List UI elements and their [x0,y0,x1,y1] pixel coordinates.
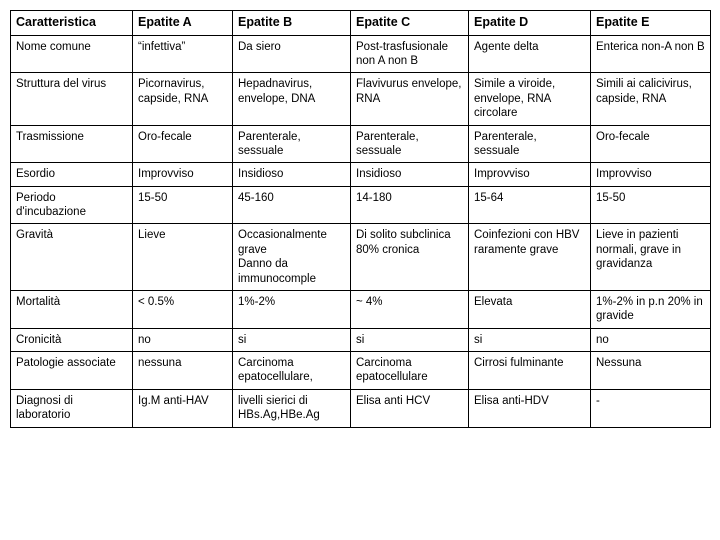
table-cell: - [591,389,711,427]
table-cell: 15-50 [591,186,711,224]
table-cell: Lieve [133,224,233,291]
table-cell: Simili ai calicivirus, capside, RNA [591,73,711,125]
table-cell: Carcinoma epatocellulare, [233,352,351,390]
row-label: Trasmissione [11,125,133,163]
row-label: Gravità [11,224,133,291]
col-header: Caratteristica [11,11,133,36]
table-cell: no [591,328,711,351]
table-cell: Elisa anti HCV [351,389,469,427]
table-cell: 45-160 [233,186,351,224]
table-cell: Improvviso [469,163,591,186]
table-cell: Di solito subclinica 80% cronica [351,224,469,291]
table-cell: Parenterale, sessuale [469,125,591,163]
table-cell: Picornavirus, capside, RNA [133,73,233,125]
table-cell: si [351,328,469,351]
row-label: Cronicità [11,328,133,351]
table-cell: 1%-2% in p.n 20% in gravide [591,290,711,328]
table-cell: Oro-fecale [591,125,711,163]
table-row: Struttura del virusPicornavirus, capside… [11,73,711,125]
row-label: Patologie associate [11,352,133,390]
row-label: Diagnosi di laboratorio [11,389,133,427]
table-cell: 15-50 [133,186,233,224]
col-header: Epatite B [233,11,351,36]
table-row: Diagnosi di laboratorioIg.M anti-HAV liv… [11,389,711,427]
table-row: Periodo d'incubazione15-5045-16014-18015… [11,186,711,224]
table-body: Nome comune“infettiva”Da sieroPost-trasf… [11,35,711,427]
table-cell: Post-trasfusionale non A non B [351,35,469,73]
table-cell: no [133,328,233,351]
row-label: Struttura del virus [11,73,133,125]
table-cell: Insidioso [233,163,351,186]
table-cell: Carcinoma epatocellulare [351,352,469,390]
table-cell: Occasionalmente graveDanno da immunocomp… [233,224,351,291]
table-row: Cronicitànosisisino [11,328,711,351]
table-cell: si [469,328,591,351]
table-row: Patologie associatenessunaCarcinoma epat… [11,352,711,390]
table-cell: si [233,328,351,351]
row-label: Periodo d'incubazione [11,186,133,224]
table-cell: Nessuna [591,352,711,390]
table-cell: < 0.5% [133,290,233,328]
table-cell: 15-64 [469,186,591,224]
table-header-row: Caratteristica Epatite A Epatite B Epati… [11,11,711,36]
table-row: Mortalità< 0.5%1%-2%~ 4%Elevata1%-2% in … [11,290,711,328]
table-cell: Oro-fecale [133,125,233,163]
table-cell: Parenterale, sessuale [351,125,469,163]
table-cell: ~ 4% [351,290,469,328]
table-cell: Improvviso [133,163,233,186]
table-cell: Coinfezioni con HBV raramente grave [469,224,591,291]
table-row: EsordioImprovvisoInsidiosoInsidiosoImpro… [11,163,711,186]
table-cell: Da siero [233,35,351,73]
table-row: GravitàLieveOccasionalmente graveDanno d… [11,224,711,291]
table-cell: 1%-2% [233,290,351,328]
table-cell: Lieve in pazienti normali, grave in grav… [591,224,711,291]
table-cell: Enterica non-A non B [591,35,711,73]
table-cell: Simile a viroide, envelope, RNA circolar… [469,73,591,125]
col-header: Epatite E [591,11,711,36]
col-header: Epatite C [351,11,469,36]
table-cell: Insidioso [351,163,469,186]
table-cell: Agente delta [469,35,591,73]
table-cell: Hepadnavirus, envelope, DNA [233,73,351,125]
table-cell: “infettiva” [133,35,233,73]
row-label: Esordio [11,163,133,186]
table-cell: Ig.M anti-HAV [133,389,233,427]
table-cell: 14-180 [351,186,469,224]
table-cell: Elevata [469,290,591,328]
table-cell: Flavivurus envelope, RNA [351,73,469,125]
table-cell: nessuna [133,352,233,390]
table-cell: Improvviso [591,163,711,186]
col-header: Epatite A [133,11,233,36]
table-cell: livelli sierici di HBs.Ag,HBe.Ag [233,389,351,427]
table-row: TrasmissioneOro-fecaleParenterale, sessu… [11,125,711,163]
table-cell: Cirrosi fulminante [469,352,591,390]
col-header: Epatite D [469,11,591,36]
row-label: Nome comune [11,35,133,73]
table-row: Nome comune“infettiva”Da sieroPost-trasf… [11,35,711,73]
hepatitis-comparison-table: Caratteristica Epatite A Epatite B Epati… [10,10,711,428]
table-cell: Parenterale, sessuale [233,125,351,163]
table-cell: Elisa anti-HDV [469,389,591,427]
row-label: Mortalità [11,290,133,328]
